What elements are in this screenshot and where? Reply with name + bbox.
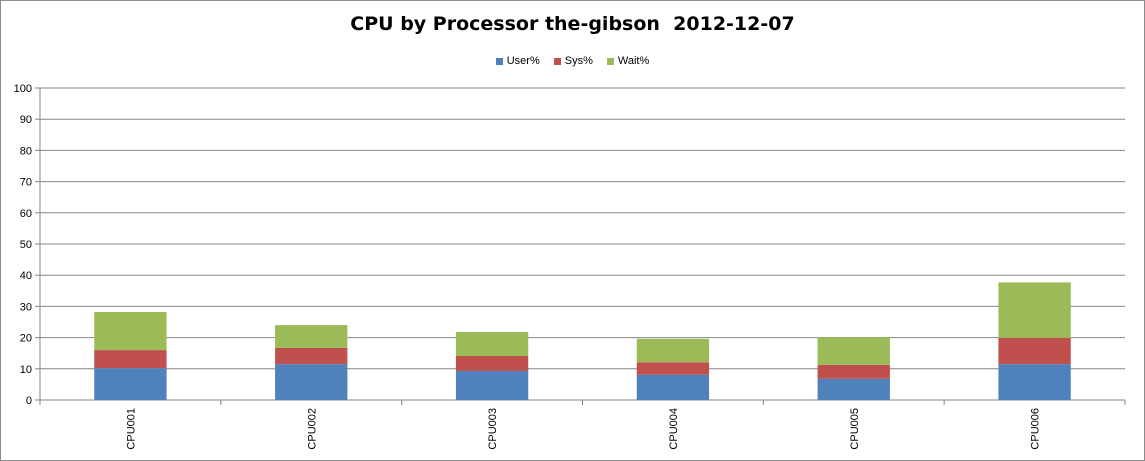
- bar-cpu006-user: [998, 364, 1071, 400]
- bar-cpu005-sys: [817, 364, 890, 379]
- bar-cpu006-sys: [998, 337, 1071, 365]
- x-tick-label-cpu004: CPU004: [668, 408, 680, 450]
- legend: User% Sys% Wait%: [0, 55, 1145, 67]
- y-tick-label-0: 0: [26, 395, 32, 407]
- x-tick-label-cpu006: CPU006: [1030, 408, 1042, 450]
- bar-cpu001-wait: [94, 312, 167, 351]
- chart-title: CPU by Processor the-gibson 2012-12-07: [350, 13, 795, 35]
- y-tick-label-60: 60: [20, 208, 32, 220]
- bar-cpu003-user: [455, 370, 529, 400]
- y-tick-label-90: 90: [20, 114, 32, 126]
- x-tick-label-cpu003: CPU003: [487, 408, 499, 450]
- bar-cpu002-user: [275, 364, 348, 400]
- legend-swatch-wait: [606, 57, 614, 65]
- y-tick-label-10: 10: [20, 364, 32, 376]
- bar-cpu006-wait: [998, 282, 1071, 338]
- legend-swatch-sys: [553, 57, 561, 65]
- bar-cpu002-wait: [275, 325, 348, 348]
- x-tick-label-cpu005: CPU005: [849, 408, 861, 450]
- y-tick-label-80: 80: [20, 145, 32, 157]
- legend-item-user: User%: [495, 55, 540, 67]
- y-tick-label-70: 70: [20, 177, 32, 189]
- x-tick-label-cpu002: CPU002: [306, 408, 318, 450]
- bar-cpu001-user: [94, 368, 167, 400]
- bar-cpu001-sys: [94, 350, 167, 369]
- y-tick-label-50: 50: [20, 239, 32, 251]
- y-tick-label-40: 40: [20, 270, 32, 282]
- bar-cpu005-user: [817, 378, 890, 400]
- legend-swatch-user: [495, 57, 503, 65]
- legend-item-wait: Wait%: [606, 55, 650, 67]
- y-tick-label-30: 30: [20, 301, 32, 313]
- y-tick-label-20: 20: [20, 333, 32, 345]
- bar-cpu004-wait: [636, 338, 710, 363]
- bar-cpu003-sys: [455, 356, 529, 371]
- y-tick-label-100: 100: [14, 83, 32, 95]
- bar-cpu002-sys: [275, 347, 348, 365]
- bar-cpu005-wait: [817, 337, 890, 365]
- bar-cpu003-wait: [455, 331, 529, 357]
- bar-cpu004-sys: [636, 362, 710, 375]
- legend-item-sys: Sys%: [553, 55, 593, 67]
- x-tick-label-cpu001: CPU001: [125, 408, 137, 450]
- legend-label-sys: Sys%: [564, 55, 593, 67]
- legend-label-wait: Wait%: [617, 55, 650, 67]
- legend-label-user: User%: [506, 55, 540, 67]
- bar-cpu004-user: [636, 374, 710, 400]
